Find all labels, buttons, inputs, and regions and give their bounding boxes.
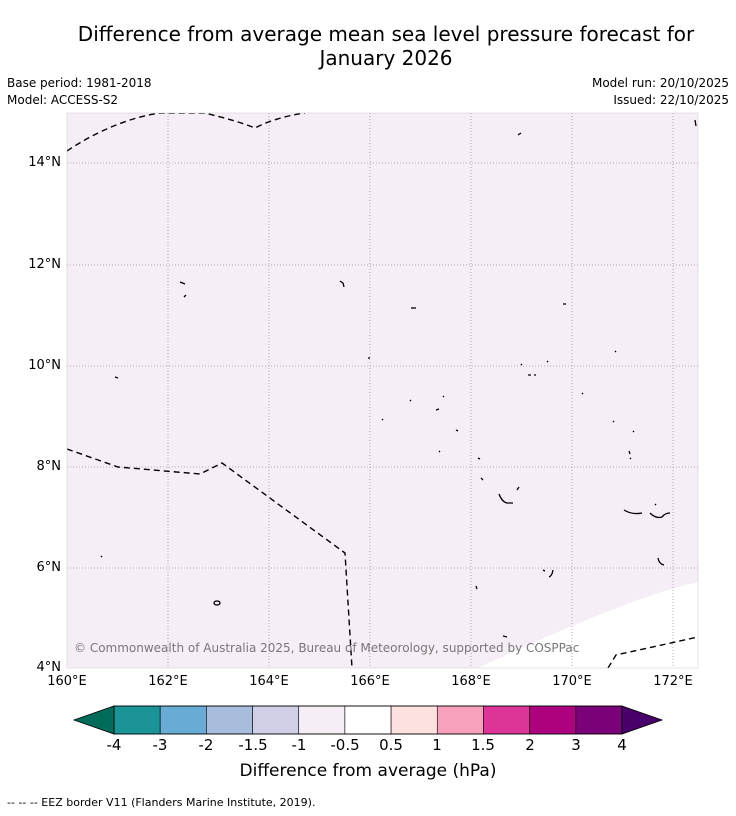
- island: [502, 635, 508, 638]
- colorbar-swatch: [206, 705, 253, 735]
- island: [612, 420, 635, 460]
- chart-title: Difference from average mean sea level p…: [0, 22, 736, 70]
- island: [475, 585, 478, 590]
- colorbar-swatch: [436, 705, 484, 735]
- island: [100, 555, 103, 558]
- colorbar: [72, 705, 664, 735]
- colorbar-swatch: [575, 705, 623, 735]
- colorbar-label: -3: [152, 736, 168, 754]
- lat-label: 8°N: [36, 459, 62, 474]
- lon-label: 162°E: [148, 674, 188, 689]
- meta-left: Base period: 1981-2018 Model: ACCESS-S2: [7, 75, 152, 109]
- colorbar-label: 1.5: [471, 736, 495, 754]
- lat-label: 14°N: [28, 155, 61, 170]
- colorbar-label: -1: [291, 736, 307, 754]
- eez-border-central: [67, 448, 353, 668]
- island: [694, 119, 697, 127]
- lat-label: 10°N: [28, 358, 61, 373]
- model-name: Model: ACCESS-S2: [7, 93, 119, 107]
- colorbar-label: -0.5: [330, 736, 360, 754]
- colorbar-label: -1.5: [238, 736, 268, 754]
- island: [477, 457, 484, 481]
- colorbar-swatch: [159, 705, 207, 735]
- issued-date: Issued: 22/10/2025: [613, 93, 729, 107]
- lon-label: 172°E: [653, 674, 693, 689]
- eez-legend: -- -- -- EEZ border V11 (Flanders Marine…: [7, 796, 316, 809]
- island: [517, 132, 522, 136]
- colorbar-swatch: [529, 705, 577, 735]
- colorbar-swatch: [252, 705, 300, 735]
- lon-label: 164°E: [249, 674, 289, 689]
- island: [114, 376, 119, 379]
- colorbar-label: 3: [571, 736, 581, 754]
- island: [581, 350, 617, 395]
- lon-label: 168°E: [451, 674, 491, 689]
- island: [520, 360, 549, 376]
- lat-label: 6°N: [36, 560, 62, 575]
- colorbar-swatch: [113, 705, 161, 735]
- colorbar-swatch: [390, 705, 438, 735]
- graticule: [67, 113, 698, 668]
- island: [542, 569, 554, 578]
- colorbar-extend-high: [621, 705, 664, 735]
- island: [179, 281, 186, 285]
- neutral-region: [478, 582, 698, 668]
- colorbar-label: -4: [106, 736, 122, 754]
- base-period: Base period: 1981-2018: [7, 76, 152, 90]
- islands: [100, 119, 697, 638]
- colorbar-title: Difference from average (hPa): [239, 761, 497, 781]
- island: [654, 503, 657, 506]
- eez-borders: [67, 113, 698, 668]
- colorbar-label: 0.5: [379, 736, 403, 754]
- lon-label: 160°E: [47, 674, 87, 689]
- colorbar-label: -2: [198, 736, 214, 754]
- lat-label: 12°N: [28, 257, 61, 272]
- colorbar-label: 2: [525, 736, 535, 754]
- lon-label: 166°E: [350, 674, 390, 689]
- pressure-anomaly-field: [67, 113, 698, 668]
- colorbar-swatch: [298, 705, 346, 735]
- colorbar-boxes: [113, 705, 623, 735]
- copyright-notice: © Commonwealth of Australia 2025, Bureau…: [74, 641, 580, 655]
- colorbar-swatch: [344, 705, 392, 735]
- island: [409, 395, 445, 411]
- meta-right: Model run: 20/10/2025 Issued: 22/10/2025: [592, 75, 729, 109]
- model-run: Model run: 20/10/2025: [591, 76, 729, 90]
- colorbar-label: 4: [617, 736, 627, 754]
- island: [381, 418, 459, 453]
- lat-label: 4°N: [36, 660, 62, 675]
- eez-border-southeast: [607, 636, 698, 668]
- lon-label: 170°E: [552, 674, 592, 689]
- island: [339, 280, 345, 288]
- title-line-2: January 2026: [319, 46, 453, 70]
- eez-border-north: [67, 113, 306, 152]
- colorbar-outline: [113, 705, 623, 735]
- title-line-1: Difference from average mean sea level p…: [77, 22, 695, 46]
- map-frame: [66, 112, 699, 669]
- colorbar-swatch: [483, 705, 530, 735]
- island: [498, 486, 520, 504]
- colorbar-extend-low: [72, 705, 115, 735]
- island: [183, 294, 187, 298]
- island: [657, 557, 665, 566]
- colorbar-label: 1: [432, 736, 442, 754]
- island: [623, 509, 671, 519]
- island: [213, 600, 221, 606]
